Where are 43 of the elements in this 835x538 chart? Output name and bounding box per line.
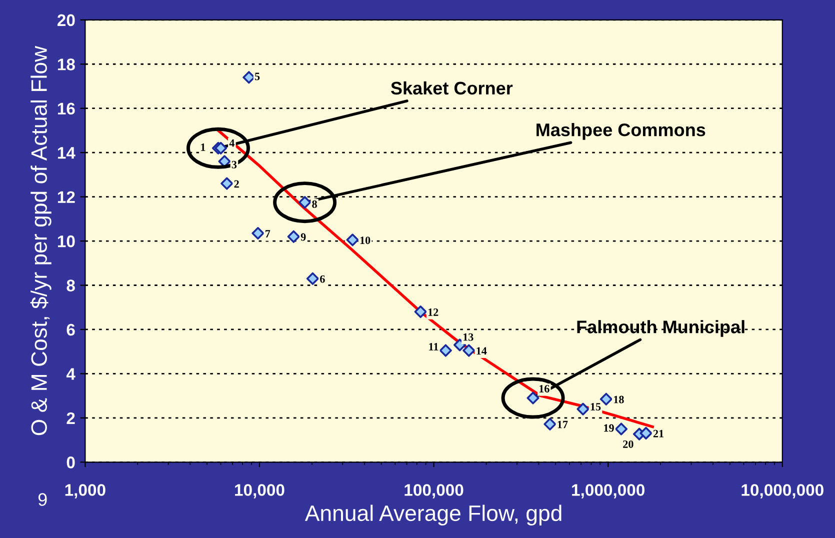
annotation: 12 (428, 308, 438, 316)
y-tick-label: 16 (58, 102, 75, 115)
annotation: 2 (234, 180, 239, 188)
y-tick-label: 4 (66, 368, 76, 380)
annotation: 20 (623, 440, 634, 448)
annotation: 21 (653, 430, 664, 438)
annotation: 10 (360, 236, 370, 244)
annotation: 14 (476, 347, 487, 355)
annotation: 15 (590, 403, 601, 410)
annotation: 6 (320, 275, 325, 283)
annotation: 18 (614, 396, 624, 404)
annotation: Mashpee Commons (536, 122, 706, 140)
annotation: Skaket Corner (390, 81, 513, 95)
annotation: 3 (232, 160, 237, 168)
annotation: 17 (558, 420, 568, 428)
annotation: 9 (300, 233, 306, 241)
y-tick-label: 2 (66, 412, 75, 424)
annotation: 5 (254, 72, 260, 80)
x-tick-label: 1,000,000 (572, 484, 644, 498)
y-tick-label: 20 (57, 14, 75, 26)
annotation: 8 (312, 200, 317, 208)
x-axis-title: Annual Average Flow, gpd (304, 504, 562, 526)
x-tick-label: 10,000,000 (742, 484, 824, 498)
annotation: Falmouth Municipal (577, 320, 744, 337)
annotation: 7 (266, 230, 270, 238)
annotation: 13 (463, 333, 474, 341)
y-tick-label: 0 (66, 456, 75, 468)
y-tick-label: 18 (58, 58, 75, 70)
annotation: 4 (229, 139, 234, 147)
y-axis-title: O & M Cost, $/yr per gpd of Actual Flow (30, 46, 52, 436)
annotation: 11 (429, 343, 438, 350)
x-tick-label: 100,000 (404, 484, 464, 498)
annotation: 16 (539, 385, 550, 392)
x-tick-label: 1,000 (65, 484, 106, 498)
y-tick-label: 14 (58, 147, 76, 159)
annotation: 1 (201, 143, 206, 151)
x-tick-label: 10,000 (235, 484, 284, 498)
y-tick-label: 10 (58, 235, 75, 248)
y-tick-label: 12 (58, 191, 75, 203)
y-tick-label: 8 (66, 280, 75, 292)
y-tick-label: 6 (66, 324, 75, 336)
annotation: 19 (604, 424, 614, 432)
text: 9 (38, 493, 47, 506)
